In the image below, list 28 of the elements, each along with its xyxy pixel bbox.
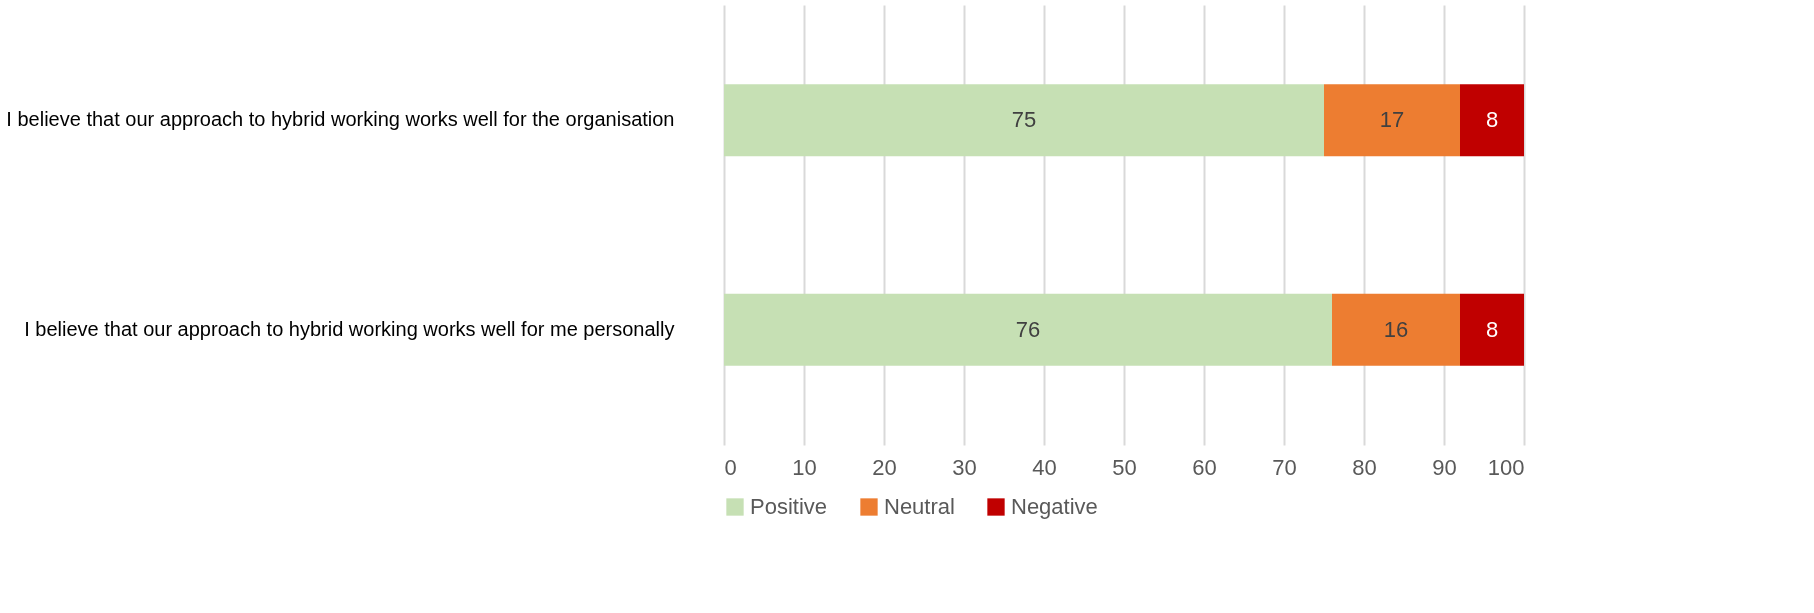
x-tick-label: 0 bbox=[724, 454, 737, 480]
bar bbox=[1332, 293, 1460, 366]
legend-label: Neutral bbox=[884, 494, 955, 519]
x-tick-label: 50 bbox=[1112, 454, 1137, 480]
data-label: 76 bbox=[1015, 316, 1041, 342]
x-tick-label: 60 bbox=[1192, 454, 1217, 480]
bar bbox=[1460, 84, 1524, 157]
x-tick-label: 80 bbox=[1352, 454, 1377, 480]
data-label: 17 bbox=[1379, 107, 1405, 133]
x-tick-label: 100 bbox=[1487, 454, 1525, 480]
y-tick-label: I believe that our approach to hybrid working works well for me personally bbox=[24, 317, 675, 340]
x-tick-label: 40 bbox=[1032, 454, 1057, 480]
bar bbox=[1324, 84, 1460, 157]
data-label: 75 bbox=[1011, 107, 1037, 133]
x-tick-label: 10 bbox=[792, 454, 817, 480]
bar bbox=[724, 293, 1332, 366]
x-tick-label: 90 bbox=[1432, 454, 1457, 480]
bar bbox=[1460, 293, 1524, 366]
data-label: 16 bbox=[1383, 316, 1409, 342]
x-tick-label: 20 bbox=[872, 454, 897, 480]
data-label: 8 bbox=[1485, 316, 1499, 342]
x-tick-label: 30 bbox=[952, 454, 977, 480]
y-tick-label: I believe that our approach to hybrid working works well for the organisation bbox=[6, 108, 675, 131]
data-label: 8 bbox=[1485, 107, 1499, 133]
bar bbox=[724, 84, 1324, 157]
x-tick-label: 70 bbox=[1272, 454, 1297, 480]
legend-label: Negative bbox=[1011, 494, 1098, 519]
legend-label: Positive bbox=[750, 494, 828, 519]
